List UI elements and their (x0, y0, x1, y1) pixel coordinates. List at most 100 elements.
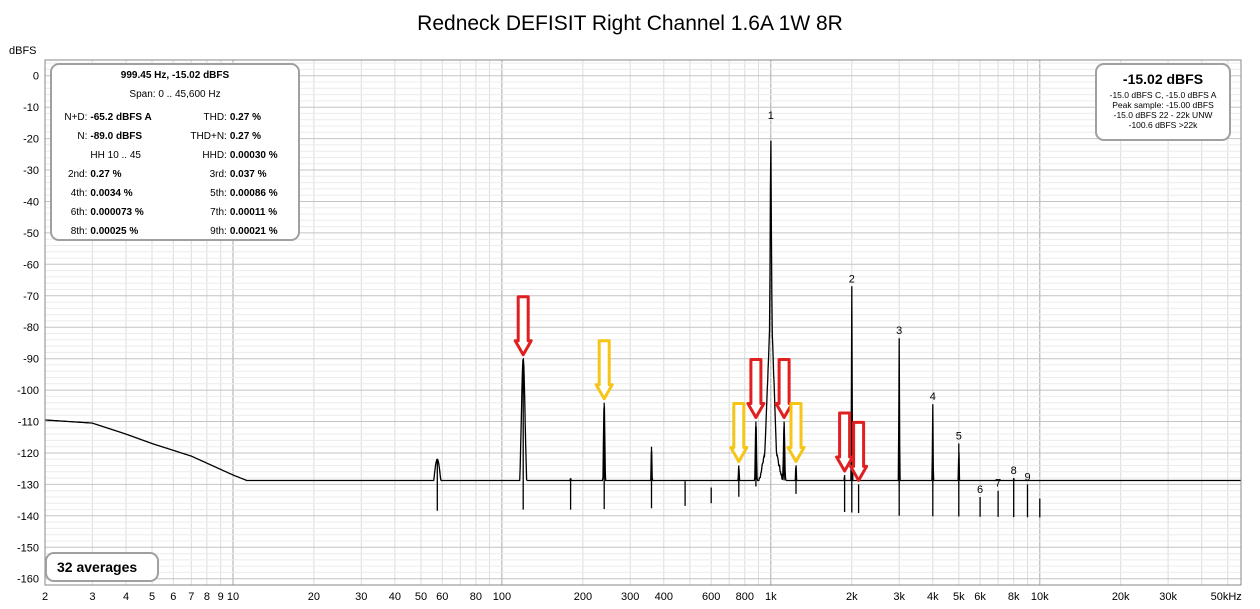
spectrum-trace (45, 140, 1241, 518)
measurement-key: N: (77, 131, 88, 142)
measurement-value: HH 10 .. 45 (90, 150, 141, 161)
level-panel: -15.02 dBFS -15.0 dBFS C, -15.0 dBFS A P… (1095, 63, 1231, 141)
y-tick-label: -70 (23, 291, 39, 303)
measurement-key: 8th: (70, 226, 88, 237)
y-tick-label: -10 (23, 102, 39, 114)
measurement-key: THD: (203, 112, 227, 123)
plot-border (44, 59, 1242, 586)
marker-arrow (729, 402, 749, 463)
x-tick-label: 200 (574, 591, 592, 603)
y-tick-label: -20 (23, 134, 39, 146)
measurement-row: 6th: 0.000073 % 7th: 0.00011 % (58, 203, 298, 222)
level-main: -15.02 dBFS (1122, 71, 1204, 87)
marker-arrows (513, 295, 869, 482)
x-tick-label: 3 (89, 591, 95, 603)
marker-arrow (849, 420, 869, 482)
y-tick-label: -130 (17, 479, 39, 491)
x-tick-label: 600 (702, 591, 720, 603)
level-line-4: -100.6 dBFS >22k (1128, 120, 1198, 130)
x-tick-label: 2k (846, 591, 858, 603)
x-tick-label: 50 (415, 591, 427, 603)
y-tick-label: -120 (17, 448, 39, 460)
x-tick-label: 80 (470, 591, 482, 603)
marker-arrow (513, 295, 533, 357)
x-tick-label: 10 (227, 591, 239, 603)
harmonic-label: 2 (849, 273, 855, 285)
harmonic-label: 5 (956, 431, 962, 443)
x-tick-label: 800 (736, 591, 754, 603)
x-tick-label: 1k (765, 591, 777, 603)
x-tick-label: 400 (655, 591, 673, 603)
averages-badge: 32 averages (45, 552, 159, 582)
measurement-row: 8th: 0.00025 % 9th: 0.00021 % (58, 222, 298, 241)
x-tick-label: 8 (204, 591, 210, 603)
y-tick-label: -150 (17, 542, 39, 554)
measurement-value: 0.27 % (229, 131, 261, 142)
harmonic-label: 8 (1011, 465, 1017, 477)
measurement-table: N+D: -65.2 dBFS A THD: 0.27 % N: -89.0 dBFS TH… (58, 108, 298, 241)
measurement-value: 0.27 % (229, 112, 261, 123)
x-tick-label: 6k (974, 591, 986, 603)
y-tick-label: -30 (23, 165, 39, 177)
x-tick-label: 9 (218, 591, 224, 603)
measurement-key: 5th: (210, 188, 227, 199)
harmonic-label: 6 (977, 484, 983, 496)
axis-ticks: 0 -10 -20 -30 -40 -50 -60 -70 -80 -90 -100 -110 -120… (17, 71, 1242, 603)
harmonic-label: 4 (930, 391, 936, 403)
x-tick-label: 20k (1112, 591, 1130, 603)
x-tick-label: 4k (927, 591, 939, 603)
measurement-value: 0.0034 % (90, 188, 133, 199)
measurement-row: 2nd: 0.27 % 3rd: 0.037 % (58, 165, 298, 184)
measurement-value: 0.00030 % (229, 150, 278, 161)
measurement-row: HH 10 .. 45 HHD: 0.00030 % (58, 146, 298, 165)
measurement-key: 7th: (210, 207, 227, 218)
harmonic-label: 7 (995, 478, 1001, 490)
marker-arrow (774, 358, 794, 419)
measurement-value: 0.00086 % (229, 188, 278, 199)
measurement-value: -89.0 dBFS (90, 131, 143, 142)
x-tick-label: 30 (355, 591, 367, 603)
x-tick-label: 7 (188, 591, 194, 603)
measurement-value: 0.037 % (229, 169, 267, 180)
marker-arrow (594, 339, 614, 401)
x-tick-label: 5k (953, 591, 965, 603)
harmonic-label: 3 (896, 325, 902, 337)
y-tick-label: -40 (23, 197, 39, 209)
y-tick-label: -160 (17, 574, 39, 586)
level-line-3: -15.0 dBFS 22 - 22k UNW (1113, 110, 1213, 120)
x-tick-label: 40 (389, 591, 401, 603)
y-tick-label: -80 (23, 322, 39, 334)
measurement-key (58, 146, 90, 165)
x-tick-label: 2 (42, 591, 48, 603)
measurement-key: 9th: (210, 226, 227, 237)
y-tick-label: 0 (33, 71, 39, 83)
x-tick-label: 300 (621, 591, 639, 603)
level-line-1: -15.0 dBFS C, -15.0 dBFS A (1109, 90, 1217, 100)
x-tick-label: 20 (308, 591, 320, 603)
x-tick-label: 3k (893, 591, 905, 603)
y-tick-label: -140 (17, 511, 39, 523)
measurement-value: 0.000073 % (90, 207, 144, 218)
measurement-value: 0.27 % (90, 169, 122, 180)
y-tick-label: -100 (17, 385, 39, 397)
measurement-key: 6th: (70, 207, 88, 218)
measurement-panel: 999.45 Hz, -15.02 dBFS Span: 0 .. 45,600… (50, 63, 300, 241)
x-tick-label: 4 (123, 591, 129, 603)
measurement-key: 4th: (70, 188, 88, 199)
x-tick-label: 8k (1008, 591, 1020, 603)
measurement-header: 999.45 Hz, -15.02 dBFS (120, 70, 230, 81)
measurement-key: N+D: (64, 112, 88, 123)
marker-arrow (746, 358, 766, 419)
x-tick-label: 60 (436, 591, 448, 603)
measurement-span: Span: 0 .. 45,600 Hz (129, 89, 221, 100)
x-tick-label: 10k (1031, 591, 1049, 603)
x-tick-label: 100 (493, 591, 511, 603)
y-tick-label: -50 (23, 228, 39, 240)
marker-arrow (835, 411, 855, 473)
harmonic-label: 1 (768, 110, 774, 122)
y-tick-label: -90 (23, 354, 39, 366)
measurement-row: N+D: -65.2 dBFS A THD: 0.27 % (58, 108, 298, 127)
y-tick-label: -110 (18, 417, 39, 429)
marker-arrow (786, 402, 806, 463)
